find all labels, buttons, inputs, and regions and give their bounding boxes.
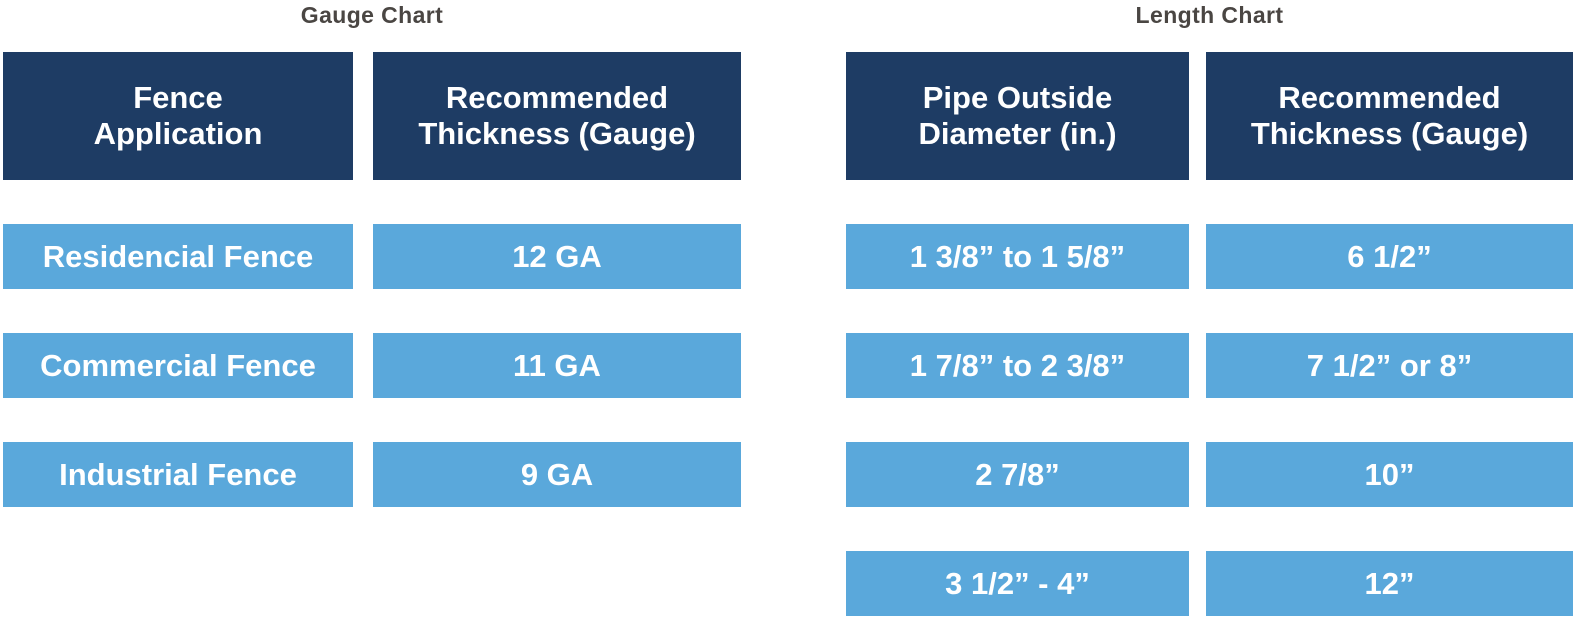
length-cell-diameter-3: 2 7/8” [846,442,1189,507]
gauge-cell-thickness-2: 11 GA [373,333,741,398]
gauge-header-fence-application: Fence Application [3,52,353,180]
gauge-cell-application-3: Industrial Fence [3,442,353,507]
gauge-cell-application-2: Commercial Fence [3,333,353,398]
length-cell-diameter-1: 1 3/8” to 1 5/8” [846,224,1189,289]
length-cell-value-4: 12” [1206,551,1573,616]
gauge-cell-thickness-3: 9 GA [373,442,741,507]
gauge-chart-title: Gauge Chart [300,2,444,28]
length-cell-diameter-2: 1 7/8” to 2 3/8” [846,333,1189,398]
length-chart-title: Length Chart [1135,2,1284,28]
length-cell-value-3: 10” [1206,442,1573,507]
length-cell-value-1: 6 1/2” [1206,224,1573,289]
gauge-chart-table: Fence Application Recommended Thickness … [3,52,741,507]
gauge-cell-application-1: Residencial Fence [3,224,353,289]
gauge-header-recommended-thickness: Recommended Thickness (Gauge) [373,52,741,180]
length-header-pipe-outside-diameter: Pipe Outside Diameter (in.) [846,52,1189,180]
gauge-cell-thickness-1: 12 GA [373,224,741,289]
length-cell-value-2: 7 1/2” or 8” [1206,333,1573,398]
length-chart-table: Pipe Outside Diameter (in.) Recommended … [846,52,1573,616]
length-cell-diameter-4: 3 1/2” - 4” [846,551,1189,616]
length-header-recommended-thickness: Recommended Thickness (Gauge) [1206,52,1573,180]
